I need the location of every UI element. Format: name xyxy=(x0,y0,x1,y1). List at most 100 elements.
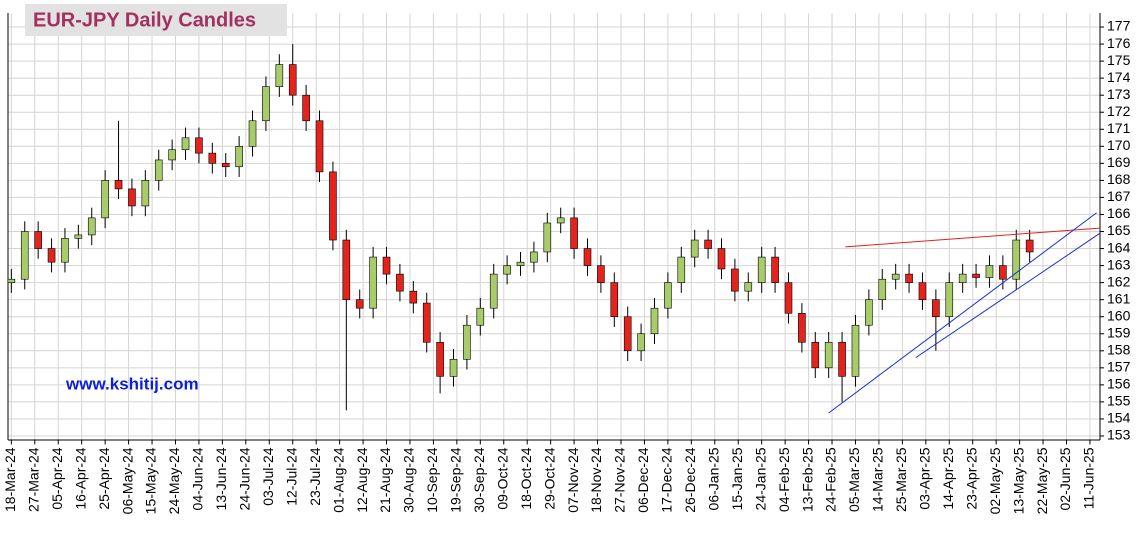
x-tick-label: 03-Jul-24 xyxy=(260,447,276,506)
candle-body xyxy=(784,282,793,314)
x-tick-label: 30-Sep-24 xyxy=(471,447,487,513)
candle-body xyxy=(932,299,940,318)
x-tick-label: 15-Jan-25 xyxy=(729,447,745,510)
candle-body xyxy=(47,248,56,263)
candle-body xyxy=(34,231,42,249)
x-tick-label: 24-Jan-25 xyxy=(752,447,768,510)
candle-body xyxy=(1012,239,1021,280)
x-tick-label: 01-Aug-24 xyxy=(330,447,346,513)
candle-body xyxy=(610,282,619,318)
grid xyxy=(8,13,1100,440)
candle-body xyxy=(918,282,927,300)
candle-body xyxy=(623,316,632,352)
x-tick-label: 06-May-24 xyxy=(119,447,135,514)
candle-body xyxy=(302,94,310,122)
candle-body xyxy=(235,146,243,168)
candle-body xyxy=(382,256,391,275)
x-tick-label: 07-Nov-24 xyxy=(565,447,581,513)
watermark: www.kshitij.com xyxy=(65,374,199,393)
candle-body xyxy=(463,324,471,360)
candle-body xyxy=(811,341,820,369)
y-tick-label: 175 xyxy=(1107,52,1131,68)
y-tick-label: 170 xyxy=(1107,137,1131,153)
candle-body xyxy=(570,217,578,249)
candle-body xyxy=(275,64,284,87)
x-tick-label: 25-Mar-25 xyxy=(893,447,909,512)
x-tick-label: 12-Jul-24 xyxy=(283,447,299,506)
candle-body xyxy=(329,171,337,241)
y-tick-label: 160 xyxy=(1107,307,1131,323)
candle-body xyxy=(891,273,900,280)
candle-body xyxy=(945,282,954,318)
candle-body xyxy=(369,256,377,309)
candle-body xyxy=(771,256,779,283)
trend-line xyxy=(828,212,1097,414)
y-tick-label: 173 xyxy=(1107,86,1131,102)
y-tick-label: 174 xyxy=(1107,69,1131,85)
x-tick-label: 15-May-24 xyxy=(143,447,159,514)
candle-body xyxy=(516,261,525,266)
x-tick-label: 12-Aug-24 xyxy=(354,447,370,513)
candle-body xyxy=(838,341,846,377)
x-tick-label: 13-Feb-25 xyxy=(799,447,815,512)
y-tick-label: 156 xyxy=(1107,376,1131,392)
trend-line xyxy=(845,227,1101,248)
candle-body xyxy=(208,152,217,164)
y-tick-label: 166 xyxy=(1107,205,1131,221)
candle-body xyxy=(731,268,739,292)
y-tick-label: 157 xyxy=(1107,359,1131,375)
x-tick-label: 24-May-24 xyxy=(166,447,182,514)
candle-body xyxy=(704,239,712,249)
y-tick-label: 172 xyxy=(1107,103,1131,119)
x-tick-label: 18-Nov-24 xyxy=(588,447,604,513)
y-tick-label: 162 xyxy=(1107,273,1131,289)
x-tick-label: 05-Apr-24 xyxy=(49,447,65,509)
x-tick-label: 14-Apr-25 xyxy=(940,447,956,509)
y-tick-label: 165 xyxy=(1107,222,1131,238)
candle-body xyxy=(168,149,176,161)
candle-body xyxy=(1025,239,1034,253)
y-tick-label: 155 xyxy=(1107,393,1131,409)
x-tick-label: 09-Oct-24 xyxy=(494,447,510,509)
candle-body xyxy=(422,302,431,343)
y-tick-label: 177 xyxy=(1107,18,1131,34)
x-tick-label: 23-Jul-24 xyxy=(307,447,323,506)
candle-body xyxy=(74,234,83,239)
candle-body xyxy=(396,273,404,292)
candle-body xyxy=(583,248,592,266)
candle-body xyxy=(114,180,123,190)
y-tick-label: 164 xyxy=(1107,239,1131,255)
candle-body xyxy=(690,239,699,258)
candle-body xyxy=(476,307,485,326)
candle-body xyxy=(637,333,645,352)
candle-body xyxy=(798,313,806,343)
x-tick-label: 23-Apr-25 xyxy=(963,447,979,509)
candle-body xyxy=(342,239,351,300)
x-tick-label: 19-Sep-24 xyxy=(448,447,464,513)
candle-body xyxy=(128,188,136,207)
x-tick-label: 04-Jun-24 xyxy=(190,447,206,510)
candle-body xyxy=(958,273,967,283)
y-tick-label: 171 xyxy=(1107,120,1131,136)
x-tick-label: 21-Aug-24 xyxy=(377,447,393,513)
y-tick-label: 176 xyxy=(1107,35,1131,51)
x-tick-label: 24-Jun-24 xyxy=(237,447,253,510)
x-tick-label: 06-Dec-24 xyxy=(635,447,651,513)
x-tick-label: 22-May-25 xyxy=(1034,447,1050,514)
x-tick-label: 13-May-25 xyxy=(1010,447,1026,514)
y-tick-label: 163 xyxy=(1107,256,1131,272)
candle-body xyxy=(221,163,230,168)
candle-body xyxy=(530,251,538,263)
x-tick-label: 17-Dec-24 xyxy=(659,447,675,513)
candle-body xyxy=(315,120,324,173)
y-tick-label: 168 xyxy=(1107,171,1131,187)
candle-body xyxy=(664,282,672,309)
x-tick-label: 18-Mar-24 xyxy=(2,447,18,512)
y-tick-label: 161 xyxy=(1107,290,1131,306)
candle-body xyxy=(985,265,994,278)
x-tick-label: 06-Jan-25 xyxy=(705,447,721,510)
x-tick-label: 16-Apr-24 xyxy=(72,447,88,509)
title-box xyxy=(25,4,287,36)
